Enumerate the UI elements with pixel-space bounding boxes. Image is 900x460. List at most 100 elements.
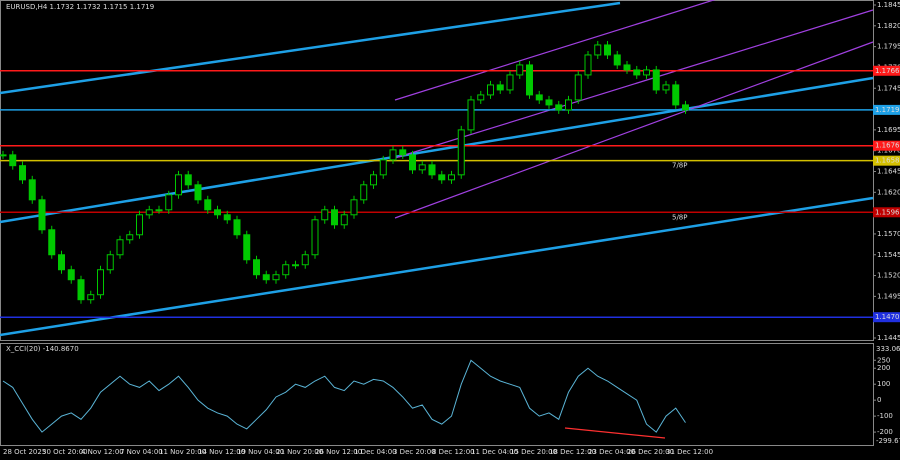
candle xyxy=(9,154,17,167)
trend-line xyxy=(0,76,874,224)
candle xyxy=(301,254,309,266)
candle xyxy=(448,174,455,181)
level-box xyxy=(873,104,900,115)
level-label: 1.1719 xyxy=(875,106,900,114)
x-tick-label: 31 Dec 12:00 xyxy=(666,448,713,456)
x-tick-label: 11 Nov 20:00 xyxy=(159,448,206,456)
candle xyxy=(682,104,689,111)
candle xyxy=(477,94,485,101)
candle xyxy=(194,184,202,201)
candle xyxy=(126,234,134,241)
level-box xyxy=(873,65,900,76)
level-box xyxy=(873,312,900,323)
y-tick-label: 1.1445 xyxy=(877,334,900,342)
candle xyxy=(204,199,212,211)
candle xyxy=(233,219,241,236)
y-limit-label: 333.061 xyxy=(876,345,900,353)
y-tick-label: -100 xyxy=(877,412,893,420)
x-tick-label: 23 Dec 04:00 xyxy=(588,448,635,456)
level-box xyxy=(873,140,900,151)
y-tick-label: 250 xyxy=(877,356,890,364)
level-tag: 5/8P xyxy=(672,213,688,221)
level-label: 1.1470 xyxy=(875,313,900,321)
candle xyxy=(253,259,260,276)
candle xyxy=(214,209,221,216)
x-tick-label: 4 Nov 12:00 xyxy=(81,448,124,456)
candle xyxy=(633,69,641,76)
candle xyxy=(613,54,621,66)
y-tick-label: 1.1520 xyxy=(877,272,900,280)
x-tick-label: 15 Dec 20:00 xyxy=(510,448,557,456)
candle xyxy=(272,274,280,281)
level-tag: 7/8P xyxy=(672,162,688,170)
candle xyxy=(67,269,75,281)
x-tick-label: 28 Oct 2025 xyxy=(3,448,46,456)
main-pane xyxy=(0,0,874,341)
trend-line xyxy=(0,1,621,95)
candle xyxy=(331,209,338,226)
candle xyxy=(28,179,36,201)
channel-line xyxy=(394,0,716,101)
level-label: 1.1596 xyxy=(875,208,900,216)
candle xyxy=(19,165,26,181)
cci-title: X_CCI(20) -140.8670 xyxy=(6,345,79,353)
candle xyxy=(418,164,426,171)
x-tick-label: 7 Nov 04:00 xyxy=(120,448,163,456)
x-tick-label: 14 Nov 12:00 xyxy=(198,448,245,456)
candle xyxy=(0,154,7,157)
candle xyxy=(87,294,95,301)
candle xyxy=(106,254,114,271)
candle xyxy=(409,154,416,171)
candle xyxy=(360,184,368,201)
y-tick-label: 1.1745 xyxy=(877,84,900,92)
candle xyxy=(282,264,290,276)
y-limit-label: -299.678 xyxy=(876,437,900,445)
candle xyxy=(321,209,329,221)
x-tick-label: 1 Dec 04:00 xyxy=(354,448,397,456)
candle xyxy=(399,149,407,156)
candle xyxy=(116,239,124,256)
y-tick-label: 100 xyxy=(877,380,890,388)
candle xyxy=(350,199,358,216)
chart-title: EURUSD,H4 1.1732 1.1732 1.1715 1.1719 xyxy=(6,3,154,11)
y-tick-label: 1.1645 xyxy=(877,168,900,176)
candle xyxy=(565,99,572,111)
candle xyxy=(292,264,299,267)
candle xyxy=(262,274,270,281)
candle xyxy=(506,74,514,91)
y-tick-label: -200 xyxy=(877,428,893,436)
x-tick-label: 11 Dec 04:00 xyxy=(471,448,518,456)
level-label: 1.1766 xyxy=(875,67,900,75)
candle xyxy=(672,84,680,106)
candle xyxy=(370,174,377,186)
y-tick-label: 1.1695 xyxy=(877,126,900,134)
x-tick-label: 21 Nov 20:00 xyxy=(276,448,323,456)
cci-line xyxy=(2,359,686,433)
candle xyxy=(389,149,397,161)
candle xyxy=(652,69,660,91)
x-tick-label: 3 Dec 20:00 xyxy=(393,448,436,456)
y-tick-label: 1.1820 xyxy=(877,22,900,30)
candle xyxy=(584,54,592,76)
candle xyxy=(555,104,563,111)
candle xyxy=(311,219,319,256)
y-tick-label: 1.1495 xyxy=(877,292,900,300)
y-tick-label: 1.1570 xyxy=(877,230,900,238)
level-label: 1.1676 xyxy=(875,142,900,150)
candle xyxy=(243,234,251,261)
candle xyxy=(379,159,387,176)
level-box xyxy=(873,155,900,166)
y-tick-label: 0 xyxy=(877,396,881,404)
candle xyxy=(58,254,65,271)
candle xyxy=(97,269,104,296)
candle xyxy=(428,164,436,176)
x-tick-label: 26 Dec 20:00 xyxy=(627,448,674,456)
candle xyxy=(48,229,56,256)
candle xyxy=(438,174,446,181)
x-tick-label: 19 Nov 04:00 xyxy=(237,448,284,456)
candle xyxy=(516,64,524,76)
y-tick-label: 1.1845 xyxy=(877,1,900,9)
x-tick-label: 26 Nov 12:00 xyxy=(315,448,362,456)
candle xyxy=(604,44,611,56)
